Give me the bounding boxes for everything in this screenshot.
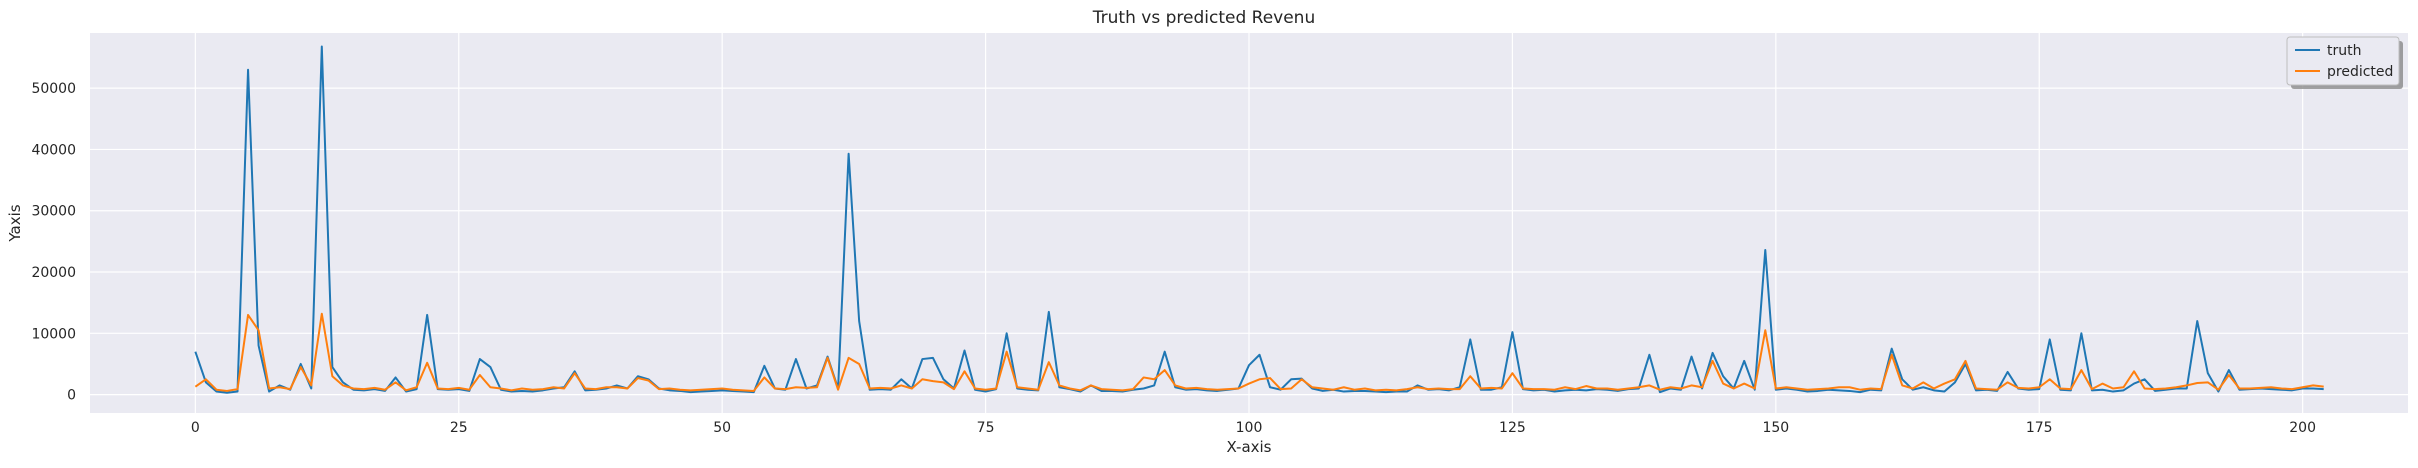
y-tick-labels: 0 10000 20000 30000 40000 50000 (31, 81, 76, 403)
x-tick-label: 150 (1762, 420, 1789, 436)
x-tick-label: 50 (713, 420, 731, 436)
grid-lines (90, 33, 2408, 413)
x-tick-label: 25 (450, 420, 468, 436)
x-tick-labels: 0 25 50 75 100 125 150 175 200 (191, 420, 2316, 436)
y-tick-label: 20000 (31, 265, 76, 281)
series-layer (194, 45, 2324, 394)
x-tick-label: 175 (2026, 420, 2053, 436)
y-tick-label: 10000 (31, 326, 76, 342)
y-tick-label: 0 (67, 388, 76, 404)
x-tick-label: 100 (1236, 420, 1263, 436)
x-tick-label: 200 (2289, 420, 2316, 436)
x-tick-label: 0 (191, 420, 200, 436)
x-tick-label: 75 (977, 420, 995, 436)
y-tick-label: 50000 (31, 81, 76, 97)
chart-title: Truth vs predicted Revenu (1092, 8, 1315, 28)
y-tick-label: 30000 (31, 204, 76, 220)
y-axis-title: Yaxis (6, 204, 24, 242)
series-line-predicted (194, 312, 2324, 392)
x-axis-title: X-axis (1227, 438, 1272, 456)
x-tick-label: 125 (1499, 420, 1526, 436)
legend-label-truth: truth (2327, 43, 2361, 59)
legend-label-predicted: predicted (2327, 64, 2393, 80)
y-tick-label: 40000 (31, 142, 76, 158)
legend: truth predicted (2286, 36, 2403, 89)
